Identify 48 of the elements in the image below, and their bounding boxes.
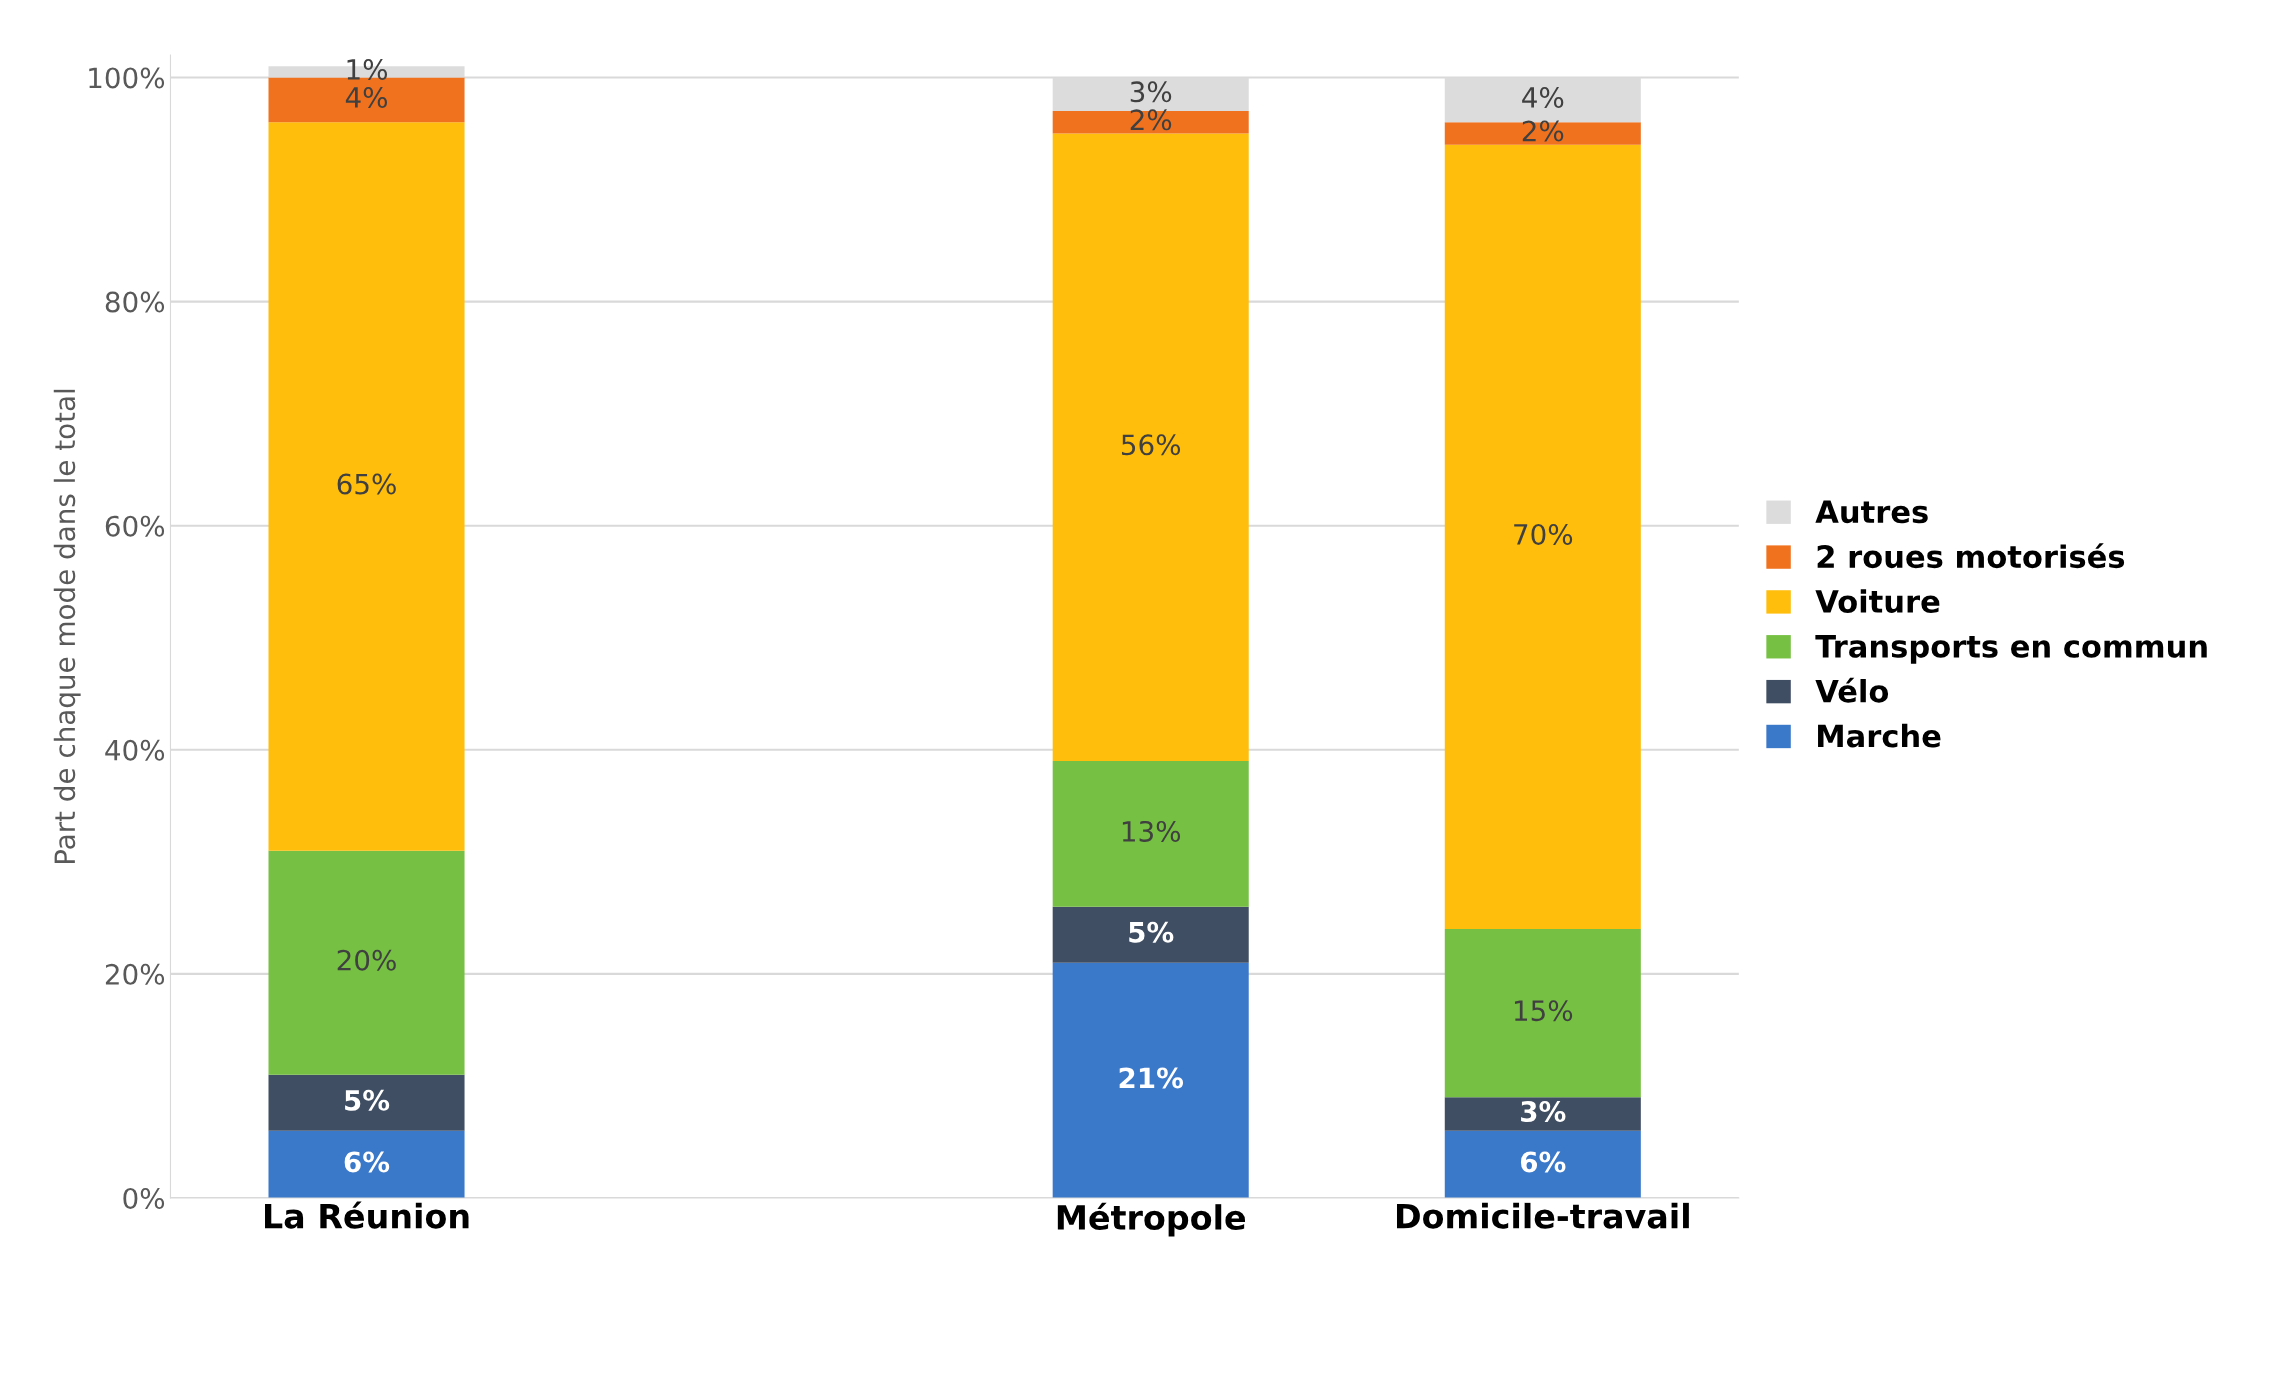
data-label: 65% [337,473,396,495]
legend-label: Autres [1815,500,1928,524]
legend-label: Marche [1818,723,1941,748]
bar [268,1074,465,1131]
data-label: 1% [347,58,388,80]
data-label: 3% [1130,81,1172,103]
data-label: 15% [1514,1000,1573,1022]
data-label: 6% [1520,1151,1566,1173]
bar [1444,929,1641,1098]
y-tick-label: 80% [105,291,165,313]
bar [1052,906,1249,963]
data-label: 5% [345,1089,390,1111]
legend-label: Transports en commun [1815,635,2207,664]
x-tick-label: Domicile-travail [1396,1202,1689,1229]
y-tick-label: 60% [105,515,165,537]
bar [1444,144,1641,930]
bar [268,122,465,851]
data-label: 56% [1121,434,1181,456]
data-label: 20% [337,949,396,971]
data-label: 6% [344,1151,390,1173]
y-tick-label: 20% [105,963,165,985]
data-label: 70% [1514,523,1573,545]
legend-label: 2 roues motorisés [1817,543,2125,569]
bar [268,1130,465,1198]
data-label: 21% [1119,1067,1184,1089]
x-tick-label: Métropole [1057,1202,1246,1237]
data-label: 4% [1522,86,1564,108]
bar [1052,133,1249,761]
data-label: 2% [1130,109,1172,131]
bar [1052,962,1249,1198]
bar [1052,760,1249,907]
data-label: 5% [1129,921,1174,943]
data-label: 13% [1122,820,1181,842]
bar [1444,122,1641,145]
y-axis-title: Part de chaque mode dans le total [53,389,81,864]
y-tick-label: 40% [105,739,165,761]
bar [268,850,465,1075]
x-tick-label: La Réunion [265,1201,469,1229]
data-label: 3% [1521,1101,1566,1123]
bar [1052,111,1249,134]
legend-label: Vélo [1815,677,1889,703]
legend-label: Voiture [1815,589,1940,613]
bar [1444,1097,1641,1131]
bar [1444,1130,1641,1198]
y-tick-label: 0% [123,1187,165,1209]
data-label: 2% [1522,120,1564,142]
data-label: 4% [345,86,388,108]
y-tick-label: 100% [89,67,165,89]
